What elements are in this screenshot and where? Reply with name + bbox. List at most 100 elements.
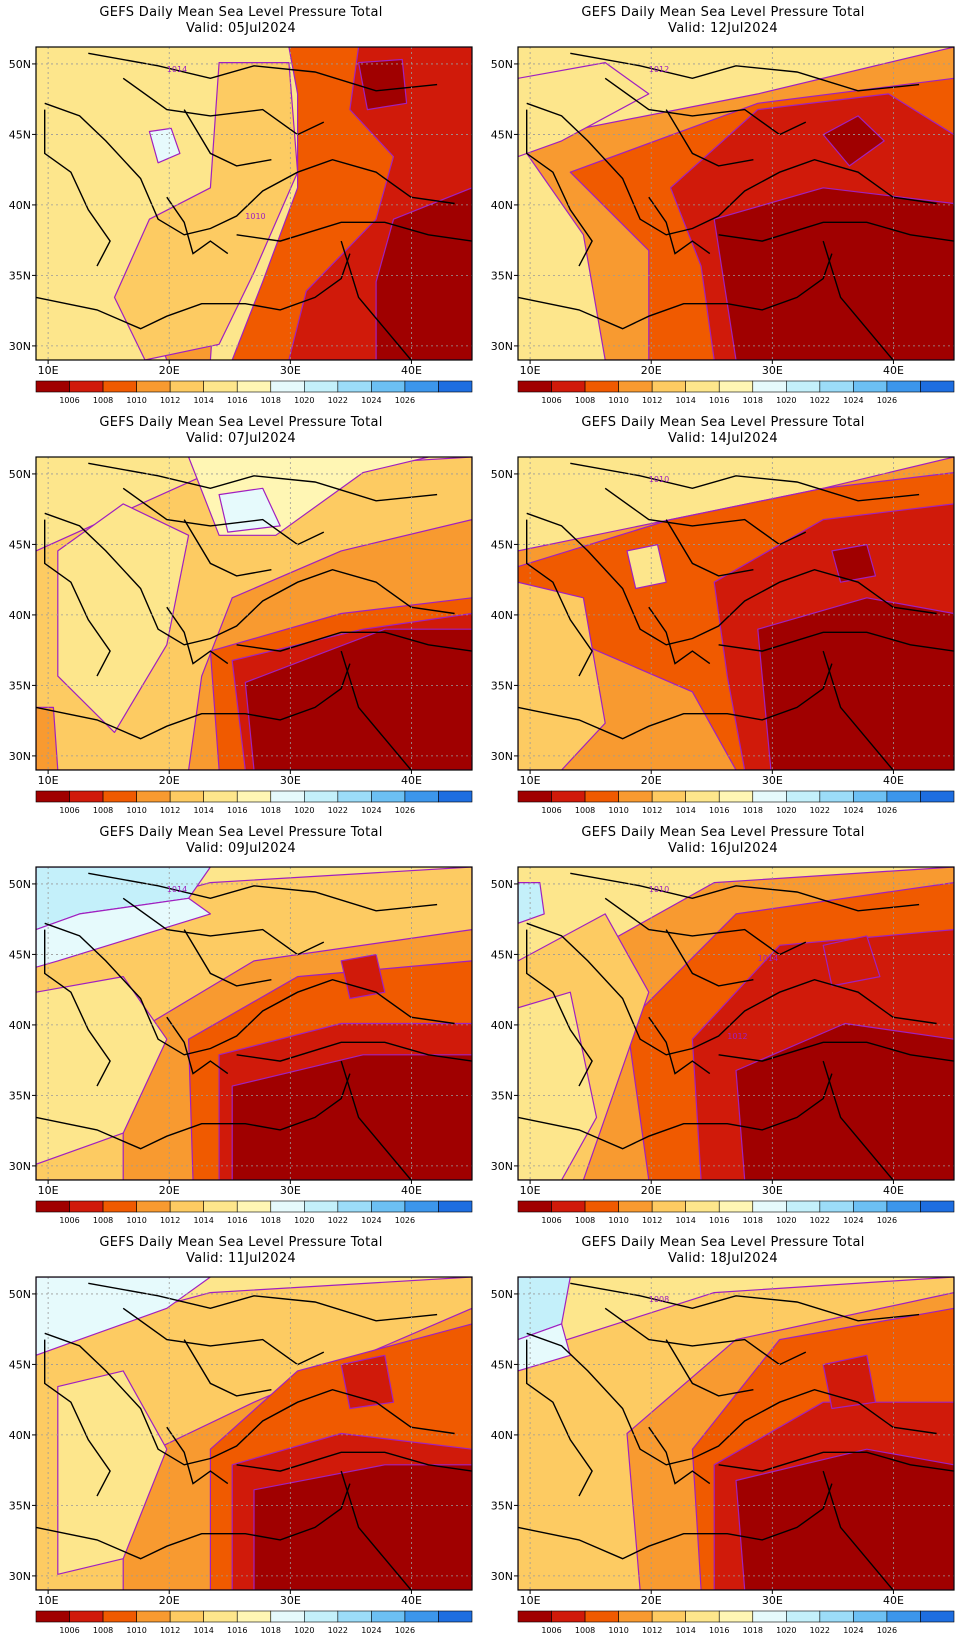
colorbar-swatch	[920, 1610, 955, 1623]
colorbar-swatch	[270, 1200, 305, 1213]
colorbar-label: 1010	[608, 1626, 628, 1635]
colorbar-label: 1018	[743, 806, 763, 815]
pressure-contour-region	[36, 897, 211, 968]
colorbar-label: 1020	[294, 396, 314, 405]
colorbar-swatch	[371, 1200, 406, 1213]
lon-tick-label: 10E	[520, 774, 541, 787]
colorbar-swatch	[69, 380, 104, 393]
colorbar-swatch	[69, 1610, 104, 1623]
colorbar-label: 1024	[361, 806, 381, 815]
coastline	[648, 196, 711, 255]
coastline	[570, 462, 920, 502]
colorbar-swatch	[438, 790, 473, 803]
lat-tick-label: 45N	[9, 948, 31, 961]
colorbar-swatch	[584, 1200, 619, 1213]
colorbar-swatch	[169, 380, 204, 393]
plot-frame	[35, 46, 473, 361]
colorbar-swatch	[886, 1610, 921, 1623]
colorbar-label: 1014	[194, 1216, 214, 1225]
colorbar-label: 1016	[227, 1626, 247, 1635]
coastline	[236, 1041, 472, 1062]
coastline	[122, 77, 325, 136]
colorbar-swatch	[438, 1610, 473, 1623]
lon-tick-label: 10E	[38, 1594, 59, 1607]
pressure-contour-region	[148, 127, 181, 164]
colorbar-swatch	[651, 1200, 686, 1213]
colorbar-swatch	[236, 1610, 272, 1623]
colorbar-swatch	[69, 1200, 104, 1213]
lat-tick-label: 45N	[9, 538, 31, 551]
colorbar-swatch	[270, 380, 305, 393]
lon-tick-label: 30E	[280, 364, 301, 377]
colorbar-swatch	[304, 790, 339, 803]
pressure-contour-region	[36, 976, 168, 1165]
pressure-contour-region	[57, 1370, 168, 1575]
pressure-map: 1010 50N 45N 40N 35N 30N 10E 20E 30E 40E 1006 1008 1…	[491, 456, 955, 815]
colorbar-label: 1006	[541, 396, 561, 405]
colorbar-swatch	[853, 790, 888, 803]
pressure-contour-region	[340, 1354, 395, 1410]
coastline	[570, 1282, 920, 1322]
contour-label: 1014	[167, 65, 187, 74]
pressure-contour-region	[36, 706, 59, 770]
coastline	[518, 253, 833, 330]
colorbar-swatch	[819, 1610, 854, 1623]
lon-tick-label: 10E	[38, 1184, 59, 1197]
colorbar-label: 1008	[93, 806, 113, 815]
colorbar-swatch	[786, 380, 821, 393]
coastline	[88, 872, 438, 912]
lat-tick-label: 35N	[9, 679, 31, 692]
colorbar-label: 1016	[709, 396, 729, 405]
colorbar-swatch	[169, 790, 204, 803]
lat-tick-label: 30N	[9, 340, 31, 353]
lat-tick-label: 40N	[9, 199, 31, 212]
coastline	[570, 52, 920, 92]
lat-tick-label: 40N	[9, 1429, 31, 1442]
pressure-contour-region	[757, 597, 954, 770]
lon-tick-label: 40E	[883, 774, 904, 787]
plot-frame	[517, 866, 955, 1181]
coastline	[166, 1426, 229, 1485]
colorbar-label: 1020	[294, 806, 314, 815]
colorbar-swatch	[584, 380, 619, 393]
colorbar-swatch	[551, 790, 586, 803]
lat-tick-label: 40N	[9, 609, 31, 622]
contour-label: 1010	[245, 212, 265, 221]
coastline	[648, 1426, 711, 1485]
colorbar-swatch	[752, 1200, 787, 1213]
coastline	[665, 109, 754, 167]
panel-title: GEFS Daily Mean Sea Level Pressure Total…	[99, 5, 383, 36]
colorbar-label: 1014	[676, 1216, 696, 1225]
coastline	[44, 519, 111, 677]
colorbar-swatch	[786, 1200, 821, 1213]
lon-tick-label: 30E	[762, 1594, 783, 1607]
colorbar-swatch	[886, 790, 921, 803]
colorbar-label: 1026	[877, 1626, 897, 1635]
colorbar-swatch	[102, 380, 137, 393]
lat-tick-label: 35N	[491, 1089, 513, 1102]
coastline	[340, 240, 412, 360]
lon-tick-label: 20E	[159, 774, 180, 787]
pressure-contour-region	[518, 882, 545, 924]
colorbar-swatch	[304, 1200, 339, 1213]
colorbar-label: 1006	[541, 1216, 561, 1225]
contour-label: 1012	[727, 1032, 747, 1041]
lat-tick-label: 40N	[491, 1019, 513, 1032]
lat-tick-label: 45N	[491, 128, 513, 141]
coastline	[36, 663, 351, 740]
colorbar-label: 1014	[676, 806, 696, 815]
colorbar-label: 1012	[160, 1626, 180, 1635]
colorbar-swatch	[920, 380, 955, 393]
pressure-contour-region	[831, 544, 877, 583]
lat-tick-label: 30N	[491, 1570, 513, 1583]
colorbar-label: 1024	[361, 1626, 381, 1635]
coastline	[183, 109, 272, 167]
panel-title: GEFS Daily Mean Sea Level Pressure Total…	[99, 1235, 383, 1266]
pressure-contour-region	[231, 1054, 472, 1180]
pressure-contour-region	[822, 935, 881, 987]
colorbar-label: 1012	[642, 1626, 662, 1635]
colorbar-swatch	[786, 1610, 821, 1623]
colorbar-label: 1018	[743, 1216, 763, 1225]
colorbar-label: 1008	[575, 396, 595, 405]
colorbar-swatch	[651, 380, 686, 393]
